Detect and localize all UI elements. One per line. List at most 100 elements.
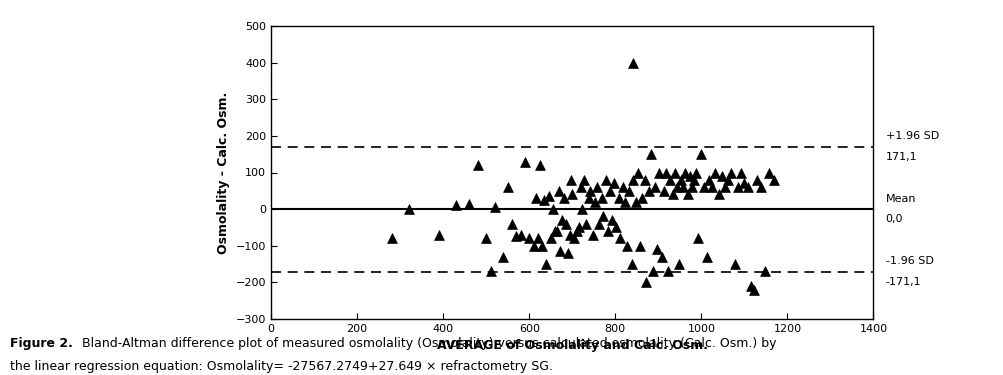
Point — [499, 184, 516, 190]
Point — [685, 177, 701, 183]
Point — [486, 204, 503, 210]
Point — [653, 254, 669, 260]
Point — [560, 250, 576, 256]
Point — [552, 248, 568, 254]
Point — [477, 236, 493, 242]
Point — [657, 170, 673, 176]
Point — [599, 228, 615, 234]
Point — [580, 195, 596, 201]
Point — [469, 162, 485, 168]
Point — [591, 220, 607, 226]
Point — [538, 261, 554, 267]
Text: +1.96 SD: +1.96 SD — [885, 131, 938, 141]
Point — [460, 201, 476, 207]
Point — [638, 279, 654, 285]
Point — [589, 184, 605, 190]
Point — [570, 224, 586, 230]
Point — [735, 180, 751, 186]
Point — [745, 286, 761, 292]
Point — [553, 217, 569, 223]
Point — [513, 232, 529, 238]
Point — [521, 236, 537, 242]
Point — [670, 261, 686, 267]
Point — [672, 177, 688, 183]
Point — [633, 195, 649, 201]
Point — [659, 268, 675, 274]
Point — [400, 206, 416, 212]
Point — [679, 191, 695, 197]
Point — [568, 228, 584, 234]
Point — [566, 236, 582, 242]
Text: Mean: Mean — [885, 194, 915, 204]
Point — [573, 184, 589, 190]
Point — [615, 184, 631, 190]
Point — [585, 232, 601, 238]
Point — [508, 234, 524, 240]
Point — [558, 220, 574, 226]
Y-axis label: Osmolality - Calc. Osm.: Osmolality - Calc. Osm. — [217, 92, 230, 254]
Point — [582, 188, 598, 194]
Point — [692, 151, 708, 157]
Point — [716, 184, 732, 190]
Text: 171,1: 171,1 — [885, 152, 916, 162]
Point — [545, 206, 561, 212]
Point — [576, 177, 592, 183]
Point — [573, 206, 589, 212]
Point — [543, 236, 559, 242]
Point — [606, 180, 622, 186]
Point — [610, 195, 626, 201]
Point — [595, 213, 611, 219]
Point — [625, 177, 641, 183]
Point — [732, 170, 748, 176]
Point — [748, 177, 764, 183]
Point — [695, 184, 711, 190]
Point — [482, 268, 498, 274]
Point — [765, 177, 781, 183]
Point — [729, 184, 745, 190]
Point — [668, 184, 684, 190]
Point — [723, 170, 739, 176]
Point — [666, 170, 682, 176]
Point — [675, 184, 691, 190]
Point — [623, 261, 639, 267]
Point — [504, 220, 520, 226]
Point — [597, 177, 613, 183]
Point — [698, 254, 714, 260]
Point — [608, 224, 624, 230]
Point — [578, 220, 594, 226]
Text: Figure 2.: Figure 2. — [10, 338, 73, 351]
X-axis label: AVERAGE of Osmolality and Calc. Osm.: AVERAGE of Osmolality and Calc. Osm. — [436, 339, 707, 352]
Point — [627, 199, 643, 205]
Point — [534, 243, 550, 249]
Point — [726, 261, 742, 267]
Point — [646, 184, 662, 190]
Point — [710, 191, 726, 197]
Point — [536, 197, 552, 203]
Point — [713, 173, 729, 179]
Point — [528, 195, 544, 201]
Point — [677, 170, 693, 176]
Point — [430, 232, 446, 238]
Point — [383, 236, 399, 242]
Point — [494, 254, 511, 260]
Point — [629, 170, 645, 176]
Text: the linear regression equation: Osmolality= -27567.2749+27.649 × refractometry S: the linear regression equation: Osmolali… — [10, 360, 553, 373]
Point — [624, 60, 640, 66]
Point — [700, 177, 716, 183]
Point — [532, 162, 548, 168]
Point — [662, 177, 678, 183]
Text: Bland-Altman difference plot of measured osmolality (Osmolality) versus calculat: Bland-Altman difference plot of measured… — [78, 338, 776, 351]
Point — [690, 236, 706, 242]
Point — [602, 188, 618, 194]
Point — [447, 202, 463, 208]
Point — [642, 151, 658, 157]
Point — [563, 177, 579, 183]
Point — [664, 191, 680, 197]
Point — [586, 199, 602, 205]
Point — [547, 228, 563, 234]
Point — [742, 283, 758, 289]
Point — [530, 236, 546, 242]
Point — [756, 268, 772, 274]
Point — [760, 170, 776, 176]
Point — [562, 232, 578, 238]
